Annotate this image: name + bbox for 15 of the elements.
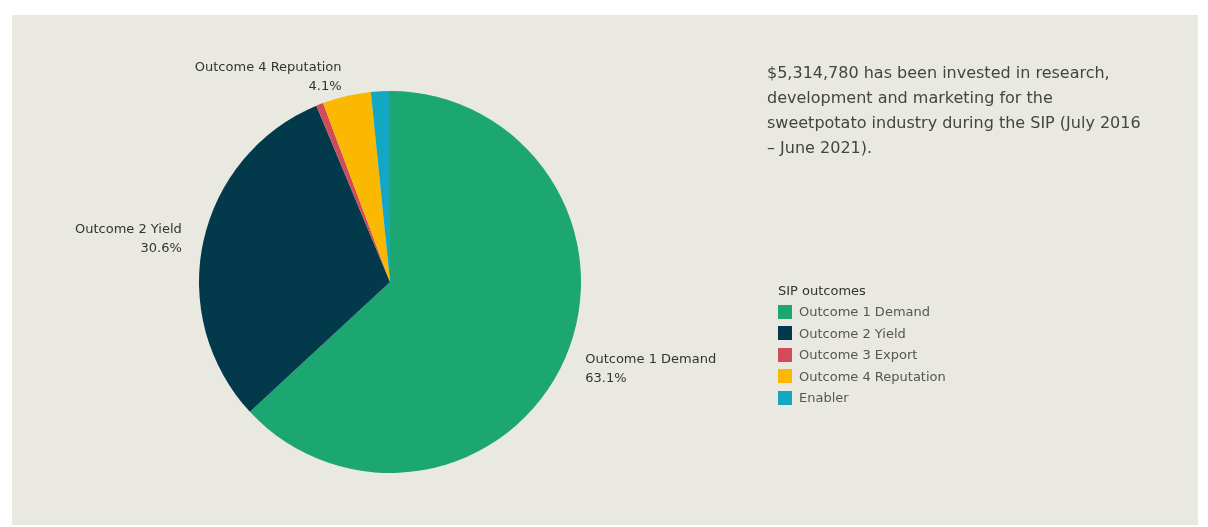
pie-slice: [249, 91, 581, 473]
legend-label: Outcome 4 Reputation: [799, 368, 946, 384]
slice-label: Outcome 4 Reputation: [194, 58, 342, 74]
slice-label: Outcome 1 Demand: [585, 351, 717, 367]
legend-label: Outcome 1 Demand: [799, 304, 930, 320]
pie-slice: [199, 105, 390, 412]
text: $5,314,780 has been invested in research, development and marketing for the sweetpotato industry during the SIP (July 2016 – June 2021).: [767, 62, 1142, 159]
legend-label: Outcome 3 Export: [799, 347, 918, 363]
data-label: 63.1%: [585, 370, 627, 386]
data-label: 4.1%: [308, 77, 342, 93]
legend-title: SIP outcomes: [778, 283, 867, 298]
legend-label: Enabler: [799, 390, 849, 406]
data-label: 30.6%: [140, 239, 182, 255]
legend-label: Outcome 2 Yield: [799, 325, 906, 341]
slice-label: Outcome 2 Yield: [75, 220, 182, 236]
